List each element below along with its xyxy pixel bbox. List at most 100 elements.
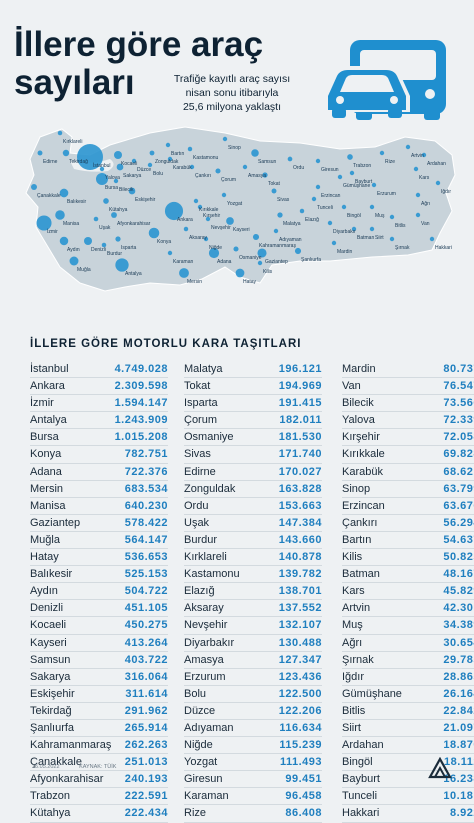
table-row: Osmaniye 181.530	[184, 429, 322, 447]
map-city-label: Muş	[375, 213, 385, 219]
map-city-label: Trabzon	[353, 163, 371, 169]
province-bubble	[59, 188, 69, 198]
table-row: Amasya 127.347	[184, 652, 322, 669]
table-row: İstanbul 4.749.028	[30, 361, 168, 379]
province-bubble	[95, 172, 109, 186]
vehicle-count: 69.828	[443, 448, 474, 461]
map-city-label: Kırklareli	[63, 139, 82, 145]
map-city-label: Kastamonu	[193, 155, 219, 161]
map-city-label: Isparta	[121, 245, 137, 251]
map-city-label: Sinop	[228, 145, 241, 151]
province-name: Tokat	[184, 380, 211, 393]
vehicle-count: 86.408	[285, 807, 322, 820]
table-row: Aydın 504.722	[30, 583, 168, 601]
province-name: Denizli	[30, 602, 64, 615]
table-row: Çankırı 56.294	[342, 515, 474, 532]
table-row: Çorum 182.011	[184, 412, 322, 430]
table-row: Kilis 50.825	[342, 549, 474, 567]
table-column-2: Malatya 196.121 Tokat 194.969 Isparta 191.415…	[184, 361, 322, 823]
province-bubble	[226, 217, 234, 225]
province-bubble	[371, 182, 377, 188]
table-row: Şanlıurfa 265.914	[30, 720, 168, 738]
province-name: Elazığ	[184, 585, 215, 598]
province-bubble	[287, 156, 293, 162]
province-bubble	[257, 260, 263, 266]
province-name: Erzurum	[184, 670, 226, 683]
province-name: Çanakkale	[30, 756, 82, 769]
map-city-label: Antalya	[125, 271, 142, 277]
map-city-label: Edirne	[43, 159, 58, 165]
map-city-label: Samsun	[258, 159, 277, 165]
table-row: Muğla 564.147	[30, 532, 168, 550]
map-city-label: Bitlis	[395, 223, 406, 229]
vehicle-count: 122.206	[278, 704, 322, 717]
vehicle-count: 536.653	[124, 551, 168, 564]
vehicle-count: 16.238	[443, 773, 474, 786]
map-city-label: Erzurum	[377, 191, 396, 197]
province-bubble	[435, 180, 441, 186]
province-name: Giresun	[184, 773, 223, 786]
province-name: Kastamonu	[184, 568, 240, 581]
province-bubble	[93, 216, 99, 222]
province-name: Balıkesir	[30, 568, 73, 581]
province-name: Batman	[342, 568, 380, 581]
map-city-label: Siirt	[375, 235, 384, 241]
province-bubble	[164, 201, 184, 221]
province-name: Osmaniye	[184, 431, 234, 444]
table-row: Karabük 68.621	[342, 464, 474, 481]
table-row: Mardin 80.737	[342, 361, 474, 379]
province-name: Bayburt	[342, 773, 380, 786]
aa-logo-icon	[428, 756, 452, 784]
province-bubble	[208, 247, 220, 259]
province-bubble	[233, 246, 239, 252]
map-city-label: Rize	[385, 159, 395, 165]
province-name: Zonguldak	[184, 482, 236, 495]
map-city-label: Zonguldak	[155, 159, 179, 165]
province-bubble	[57, 130, 63, 136]
province-name: Sivas	[184, 448, 211, 461]
table-row: Adana 722.376	[30, 464, 168, 481]
province-name: Muş	[342, 619, 363, 632]
vehicle-count: 22.842	[443, 704, 474, 717]
turkey-outline	[25, 126, 456, 292]
vehicle-count: 63.799	[443, 482, 474, 495]
table-row: Bitlis 22.842	[342, 703, 474, 720]
province-bubble	[351, 226, 357, 232]
table-row: Adıyaman 116.634	[184, 720, 322, 738]
province-bubble	[347, 154, 353, 160]
map-city-label: Van	[421, 221, 430, 227]
province-name: Karaman	[184, 790, 229, 803]
table-row: Hakkari 8.922	[342, 805, 474, 823]
province-bubble	[405, 144, 411, 150]
vehicle-count: 76.547	[443, 380, 474, 393]
vehicle-count: 72.058	[443, 431, 474, 444]
vehicle-count: 683.534	[124, 482, 168, 495]
map-city-label: Şırnak	[395, 245, 410, 251]
province-name: Erzincan	[342, 499, 385, 512]
map-city-label: Elazığ	[305, 217, 319, 223]
province-bubble	[83, 236, 93, 246]
map-city-label: Diyarbakır	[333, 229, 356, 235]
province-name: Siirt	[342, 721, 361, 734]
province-bubble	[36, 215, 52, 231]
province-bubble	[203, 236, 209, 242]
map-city-label: Hatay	[243, 279, 257, 285]
table-row: Ardahan 18.870	[342, 737, 474, 755]
province-bubble	[242, 164, 248, 170]
map-city-label: Osmaniye	[239, 255, 262, 261]
vehicle-count: 147.384	[278, 516, 322, 529]
province-name: Yozgat	[184, 756, 218, 769]
map-city-label: Balıkesir	[67, 199, 87, 205]
page-title: İllere göre araç sayıları	[14, 26, 263, 102]
province-bubble	[315, 158, 321, 164]
table-row: Edirne 170.027	[184, 464, 322, 481]
map-city-label: Mardin	[337, 249, 353, 255]
table-row: Ordu 153.663	[184, 498, 322, 515]
province-bubble	[148, 227, 160, 239]
province-name: Karabük	[342, 465, 383, 478]
vehicle-count: 127.347	[278, 653, 322, 666]
table-row: Sakarya 316.064	[30, 669, 168, 686]
province-bubble	[389, 214, 395, 220]
map-city-label: Manisa	[63, 221, 79, 227]
province-bubble	[101, 242, 107, 248]
